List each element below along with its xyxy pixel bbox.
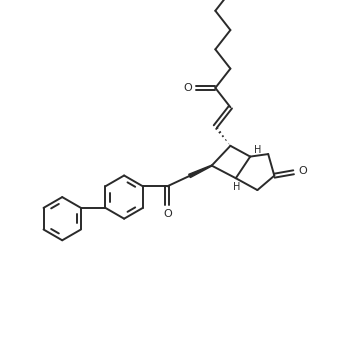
Text: O: O <box>184 83 192 93</box>
Text: O: O <box>163 209 172 219</box>
Polygon shape <box>189 165 212 177</box>
Text: H: H <box>254 145 261 155</box>
Text: H: H <box>233 182 240 192</box>
Text: O: O <box>298 166 307 176</box>
